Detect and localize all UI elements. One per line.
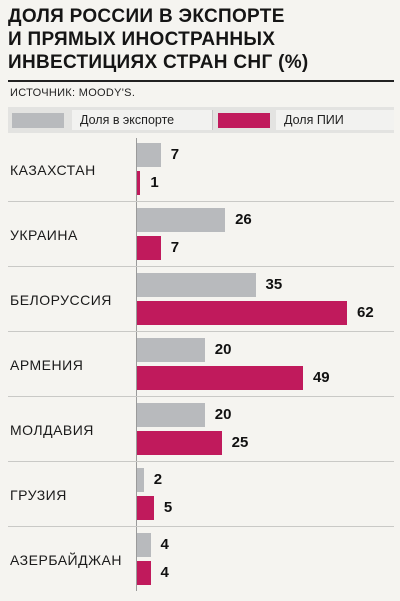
legend-label-export: Доля в экспорте: [72, 110, 213, 130]
row-divider: [8, 201, 394, 202]
export-bar: [137, 533, 151, 557]
category-label: БЕЛОРУССИЯ: [10, 292, 112, 308]
row-divider: [8, 526, 394, 527]
category-label: ГРУЗИЯ: [10, 487, 67, 503]
export-bar: [137, 338, 205, 362]
fdi-value-label: 49: [312, 369, 330, 386]
row-divider: [8, 266, 394, 267]
category-label: МОЛДАВИЯ: [10, 422, 94, 438]
export-value-label: 35: [265, 276, 283, 293]
fdi-value-label: 25: [231, 434, 249, 451]
export-bar: [137, 143, 161, 167]
legend-swatch-fdi: [218, 113, 270, 128]
fdi-value-label: 1: [150, 174, 159, 191]
category-label: АЗЕРБАЙДЖАН: [10, 552, 122, 568]
fdi-bar: [137, 431, 222, 455]
legend: Доля в экспорте Доля ПИИ: [8, 107, 394, 133]
category-label: КАЗАХСТАН: [10, 162, 96, 178]
category-label: УКРАИНА: [10, 227, 78, 243]
export-bar: [137, 468, 144, 492]
export-value-label: 26: [235, 211, 252, 228]
fdi-bar: [137, 236, 161, 260]
fdi-bar: [137, 366, 303, 390]
row-divider: [8, 461, 394, 462]
category-label: АРМЕНИЯ: [10, 357, 84, 373]
chart-title: ДОЛЯ РОССИИ В ЭКСПОРТЕ И ПРЯМЫХ ИНОСТРАН…: [8, 5, 309, 74]
export-bar: [137, 273, 256, 297]
export-value-label: 4: [160, 536, 169, 553]
fdi-bar: [137, 561, 151, 585]
export-value-label: 20: [214, 406, 232, 423]
chart-title-line-1: ДОЛЯ РОССИИ В ЭКСПОРТЕ: [8, 6, 285, 27]
row-divider: [8, 331, 394, 332]
fdi-value-label: 4: [160, 564, 169, 581]
fdi-bar: [137, 301, 347, 325]
title-rule: [8, 80, 394, 82]
export-bar: [137, 208, 226, 232]
row-divider: [8, 396, 394, 397]
export-value-label: 2: [153, 471, 163, 488]
fdi-bar: [137, 171, 141, 195]
chart-title-line-3: ИНВЕСТИЦИЯХ СТРАН СНГ (%): [8, 52, 309, 73]
source-note: ИСТОЧНИК: MOODY'S.: [10, 87, 136, 99]
chart-title-line-2: И ПРЯМЫХ ИНОСТРАННЫХ: [8, 29, 276, 50]
legend-swatch-export: [12, 113, 64, 128]
export-value-label: 7: [170, 146, 180, 163]
value-axis-line: [136, 138, 137, 591]
export-value-label: 20: [214, 341, 232, 358]
fdi-bar: [137, 496, 154, 520]
fdi-value-label: 5: [163, 499, 173, 516]
fdi-value-label: 62: [357, 304, 374, 321]
export-bar: [137, 403, 205, 427]
legend-label-fdi: Доля ПИИ: [276, 110, 394, 130]
fdi-value-label: 7: [170, 239, 180, 256]
